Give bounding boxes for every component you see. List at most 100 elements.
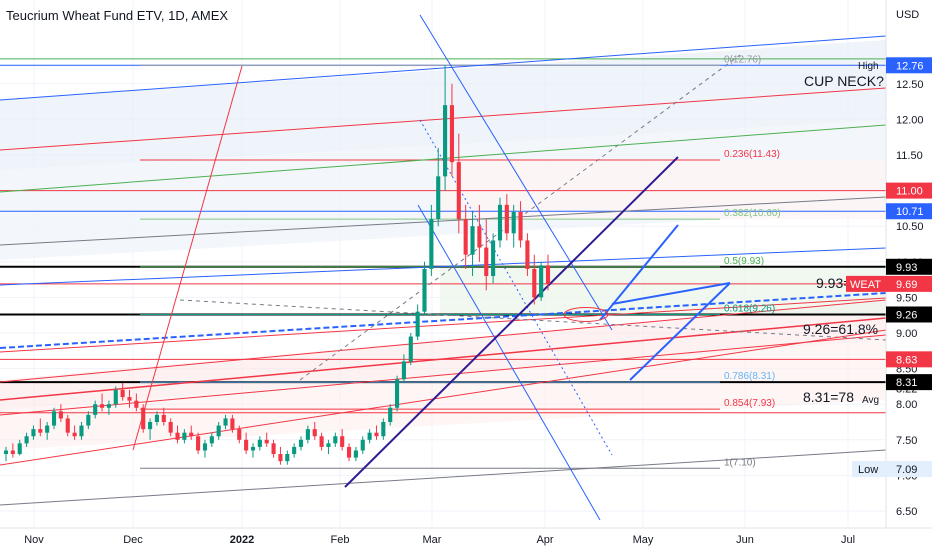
price-tag-text: 8.31 <box>896 377 917 389</box>
price-tag-bg <box>886 182 932 199</box>
price-tag-text: 12.76 <box>896 60 924 72</box>
y-tick-label: 9.00 <box>896 328 917 340</box>
candle-body <box>127 397 132 401</box>
candle-body <box>175 432 180 440</box>
candle-body <box>532 268 537 298</box>
candle-body <box>408 336 413 362</box>
candle-body <box>113 389 118 405</box>
price-axis[interactable]: USD6.507.007.508.008.509.009.5010.0010.5… <box>846 0 932 528</box>
candle-body <box>264 439 269 444</box>
channel-red-5 <box>0 334 887 416</box>
annotation-8-31: 8.31=78 <box>803 389 854 405</box>
candle-body <box>86 414 91 426</box>
candle-body <box>244 439 249 451</box>
candle-body <box>346 446 352 458</box>
low-label: Low <box>858 464 878 476</box>
fib-label: 0.5(9.93) <box>724 256 764 267</box>
candle-body <box>463 219 468 255</box>
channel-blue-top <box>0 35 887 101</box>
candle-body <box>422 268 427 312</box>
price-tag-bg <box>886 275 932 292</box>
y-tick-label: 7.50 <box>896 435 917 447</box>
price-tag-text: 8.63 <box>896 354 917 366</box>
candle-body <box>161 414 166 422</box>
x-tick-label: May <box>633 534 654 546</box>
channel-red-6 <box>0 329 887 466</box>
channel-red-2 <box>0 297 887 353</box>
candle-body <box>497 204 503 241</box>
price-tag-bg <box>886 258 932 275</box>
circle-annotation <box>563 306 609 322</box>
candle-body <box>182 432 187 440</box>
price-tag-text: 9.26 <box>896 309 917 321</box>
channel-gray-1 <box>0 196 887 246</box>
channel-gray-bottom <box>0 449 887 506</box>
candle-body <box>470 226 475 255</box>
candle-body <box>525 240 530 269</box>
x-tick-label: Jul <box>841 534 855 546</box>
candle-body <box>429 219 434 269</box>
candle-body <box>31 429 36 437</box>
arrow-2 <box>611 282 731 305</box>
candle-body <box>285 454 290 462</box>
fib-label: 0(12.76) <box>724 54 761 65</box>
channel-dash-blue <box>0 292 887 349</box>
x-tick-label: Nov <box>24 534 44 546</box>
rising-trendline <box>344 156 679 488</box>
candles <box>3 65 551 465</box>
price-tag-bg <box>886 203 932 220</box>
candle-body <box>223 418 228 426</box>
candle-body <box>456 162 461 220</box>
candle-body <box>340 436 345 447</box>
candle-body <box>51 411 57 426</box>
low-tag-bg <box>852 460 886 477</box>
candle-body <box>17 443 22 455</box>
fib-zones <box>0 40 886 450</box>
price-tag-text: 9.93 <box>896 262 917 274</box>
desc-line-dot <box>419 119 613 456</box>
candle-body <box>3 450 9 455</box>
candle-body <box>230 418 235 430</box>
candle-body <box>45 425 50 433</box>
candle-body <box>168 422 173 433</box>
fib-label: 1(7.10) <box>724 457 756 468</box>
desc-line-1 <box>419 14 613 331</box>
cup-neck-annotation: CUP NECK? <box>804 73 884 89</box>
candle-body <box>319 436 324 447</box>
x-tick-label: Dec <box>123 534 143 546</box>
y-tick-label: 12.50 <box>896 79 924 91</box>
price-tag-text: 10.71 <box>896 206 924 218</box>
candle-body <box>539 265 544 298</box>
candle-body <box>353 450 358 458</box>
x-tick-label: Feb <box>331 534 350 546</box>
price-tag-bg <box>886 306 932 323</box>
candle-body <box>189 432 194 437</box>
channel-red-3 <box>0 299 887 383</box>
symbol-tag: WEAT <box>850 279 881 291</box>
price-tag-bg <box>886 374 932 391</box>
fib-label: 0.382(10.60) <box>724 208 781 219</box>
candle-body <box>148 422 153 430</box>
candle-body <box>278 454 283 462</box>
candle-body <box>401 361 406 380</box>
candle-body <box>134 400 139 408</box>
candle-body <box>38 429 43 433</box>
candle-body <box>484 247 489 277</box>
candle-body <box>504 204 509 234</box>
candle-body <box>381 422 386 437</box>
x-tick-label: Apr <box>536 534 553 546</box>
zone-red-2 <box>0 340 886 450</box>
candle-body <box>374 432 379 437</box>
candle-body <box>360 439 365 451</box>
candle-body <box>106 404 111 408</box>
candle-body <box>10 450 15 455</box>
candle-body <box>72 432 77 437</box>
price-tag-bg <box>886 460 932 477</box>
fib-label: 0.236(11.43) <box>724 149 780 160</box>
time-axis[interactable]: Nov Dec 2022 Feb Mar Apr May Jun Jul <box>0 527 932 550</box>
candle-body <box>65 418 70 433</box>
x-tick-label: 2022 <box>230 534 254 546</box>
candle-body <box>257 439 262 447</box>
x-tick-label: Mar <box>423 534 442 546</box>
